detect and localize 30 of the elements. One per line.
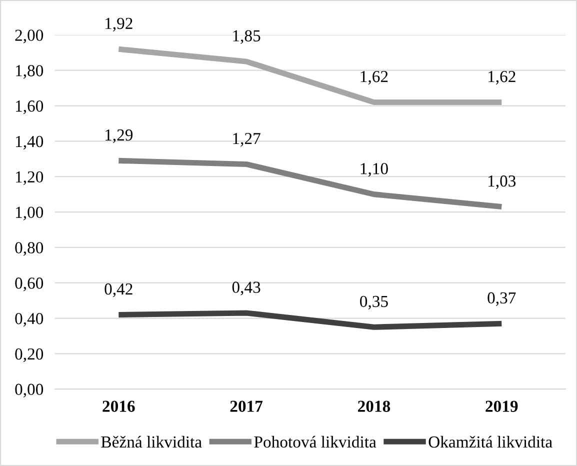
y-tick-label: 0,20	[15, 348, 44, 362]
y-tick-label: 1,40	[16, 136, 44, 150]
y-tick-label: 1,00	[16, 206, 44, 220]
y-tick-label: 0,00	[15, 384, 44, 398]
data-label: 0,43	[232, 282, 260, 296]
data-label: 1,03	[488, 175, 516, 190]
data-label: 0,42	[104, 283, 132, 298]
data-label: 1,62	[488, 70, 516, 85]
y-tick-label: 1,60	[16, 100, 44, 114]
x-tick-label: 2016	[102, 400, 135, 412]
y-tick-label: 1,80	[16, 65, 44, 79]
data-label: 1,62	[360, 70, 388, 85]
data-label: 0,35	[360, 296, 388, 310]
y-tick-label: 0,80	[15, 242, 44, 256]
y-tick-label: 2,00	[15, 30, 44, 44]
legend-label: Pohotová likvidita	[254, 436, 376, 448]
data-label: 1,29	[106, 129, 133, 144]
x-tick-label: 2019	[486, 400, 518, 412]
x-tick-label: 2018	[358, 400, 390, 412]
data-label: 1,85	[233, 30, 260, 44]
data-label: 1,27	[233, 132, 260, 147]
data-label: 0,37	[488, 292, 516, 306]
y-tick-label: 1,20	[16, 171, 44, 185]
legend-label: Běžná likvidita	[101, 436, 202, 448]
data-label: 1,92	[106, 18, 132, 32]
x-tick-label: 2017	[230, 400, 263, 412]
data-label: 1,10	[360, 163, 388, 177]
y-tick-label: 0,40	[15, 312, 44, 327]
y-tick-label: 0,60	[15, 278, 44, 292]
legend-label: Okamžitá likvidita	[428, 436, 552, 448]
